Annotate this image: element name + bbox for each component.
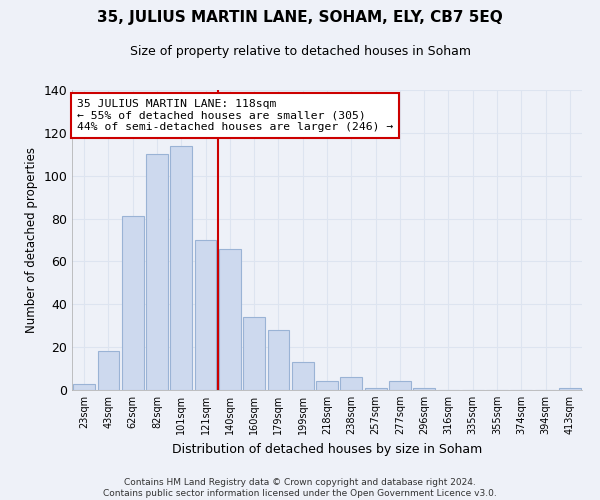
Bar	[365, 388, 386, 390]
Text: Size of property relative to detached houses in Soham: Size of property relative to detached ho…	[130, 45, 470, 58]
Bar	[146, 154, 168, 390]
Bar	[559, 388, 581, 390]
Y-axis label: Number of detached properties: Number of detached properties	[25, 147, 38, 333]
Bar	[389, 382, 411, 390]
Bar	[413, 388, 435, 390]
Bar	[73, 384, 95, 390]
Bar	[316, 382, 338, 390]
Bar	[122, 216, 143, 390]
Bar	[243, 317, 265, 390]
Bar	[268, 330, 289, 390]
Bar	[170, 146, 192, 390]
Text: 35 JULIUS MARTIN LANE: 118sqm
← 55% of detached houses are smaller (305)
44% of : 35 JULIUS MARTIN LANE: 118sqm ← 55% of d…	[77, 99, 394, 132]
Text: Contains HM Land Registry data © Crown copyright and database right 2024.
Contai: Contains HM Land Registry data © Crown c…	[103, 478, 497, 498]
X-axis label: Distribution of detached houses by size in Soham: Distribution of detached houses by size …	[172, 442, 482, 456]
Bar	[292, 362, 314, 390]
Bar	[194, 240, 217, 390]
Bar	[340, 377, 362, 390]
Text: 35, JULIUS MARTIN LANE, SOHAM, ELY, CB7 5EQ: 35, JULIUS MARTIN LANE, SOHAM, ELY, CB7 …	[97, 10, 503, 25]
Bar	[97, 352, 119, 390]
Bar	[219, 248, 241, 390]
